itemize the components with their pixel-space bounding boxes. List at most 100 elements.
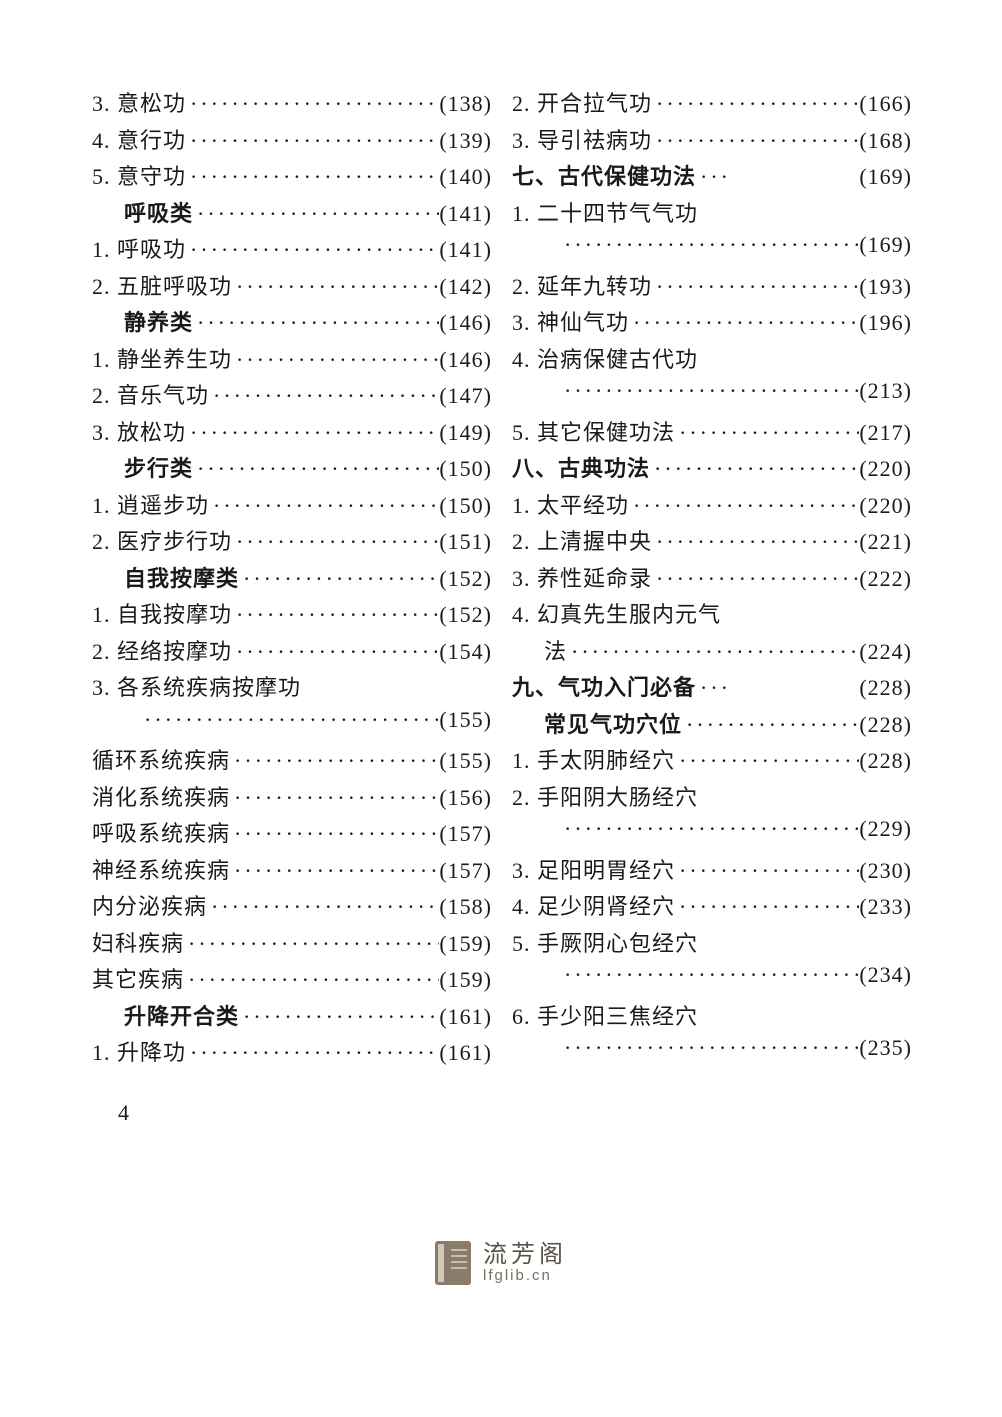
- toc-entry: 呼吸系统疾病··································…: [92, 816, 492, 853]
- toc-entry-label: 法: [512, 634, 567, 666]
- toc-dots: ···································: [239, 566, 439, 592]
- toc-dots: ···································: [186, 91, 439, 117]
- toc-entry-page: (228): [859, 675, 912, 701]
- toc-entry-page: (146): [439, 347, 492, 373]
- toc-entry-label: 1. 自我按摩功: [92, 597, 232, 629]
- toc-entry-label: 神经系统疾病: [92, 853, 230, 885]
- toc-dots: ···································: [652, 91, 859, 117]
- toc-entry-label: 自我按摩类: [92, 561, 239, 593]
- toc-dots: ···: [696, 164, 735, 190]
- toc-entry: 3. 导引祛病功································…: [512, 123, 912, 160]
- toc-dots: ···································: [209, 493, 439, 519]
- toc-column-left: 3. 意松功··································…: [92, 86, 492, 1096]
- toc-dots: ···································: [652, 274, 859, 300]
- footer-brand-cn: 流芳阁: [483, 1242, 567, 1268]
- toc-entry-label: 九、气功入门必备: [512, 670, 696, 702]
- footer-brand-en: lfglib.cn: [483, 1268, 567, 1285]
- toc-entry: 3. 意松功··································…: [92, 86, 492, 123]
- toc-entry: 1. 自我按摩功································…: [92, 597, 492, 634]
- toc-entry: 步行类···································(1…: [92, 451, 492, 488]
- toc-dots: ···································: [650, 456, 859, 482]
- toc-dots: ···································: [629, 493, 859, 519]
- toc-entry-page: (228): [859, 712, 912, 738]
- toc-dots: ···································: [230, 858, 439, 884]
- toc-entry-label: 2. 音乐气功: [92, 378, 209, 410]
- toc-entry-page: (146): [439, 310, 492, 336]
- toc-entry-page: (168): [859, 128, 912, 154]
- toc-entry-label: 3. 放松功: [92, 415, 186, 447]
- toc-entry-page: (138): [439, 91, 492, 117]
- toc-entry: 其它疾病···································(…: [92, 962, 492, 999]
- toc-entry: 八、古典功法··································…: [512, 451, 912, 488]
- toc-dots: ···································: [232, 602, 439, 628]
- toc-entry: ···································(235): [512, 1035, 912, 1072]
- toc-entry-page: (149): [439, 420, 492, 446]
- toc-entry-page: (147): [439, 383, 492, 409]
- toc-entry: ···································(155): [92, 707, 492, 744]
- toc-entry: 1. 静坐养生功································…: [92, 342, 492, 379]
- toc-entry-page: (217): [859, 420, 912, 446]
- toc-dots: ···································: [207, 894, 439, 920]
- footer: 流芳阁 lfglib.cn: [0, 1241, 1002, 1285]
- toc-entry-page: (155): [439, 707, 492, 733]
- toc-entry-label: 其它疾病: [92, 962, 184, 994]
- toc-dots: ···································: [560, 816, 859, 842]
- toc-entry-label: 3. 意松功: [92, 86, 186, 118]
- toc-entry-page: (220): [859, 493, 912, 519]
- toc-entry-page: (159): [439, 967, 492, 993]
- toc-entry-page: (141): [439, 201, 492, 227]
- toc-entry: 1. 太平经功·································…: [512, 488, 912, 525]
- toc-entry-label: 1. 升降功: [92, 1035, 186, 1067]
- toc-entry: 3. 神仙气功·································…: [512, 305, 912, 342]
- toc-entry: 2. 五脏呼吸功································…: [92, 269, 492, 306]
- toc-entry-page: (235): [859, 1035, 912, 1061]
- toc-dots: ···································: [560, 232, 859, 258]
- toc-entry: 2. 经络按摩功································…: [92, 634, 492, 671]
- toc-dots: ···································: [232, 529, 439, 555]
- toc-entry: 2. 医疗步行功································…: [92, 524, 492, 561]
- toc-entry-page: (169): [859, 232, 912, 258]
- toc-entry: 妇科疾病···································(…: [92, 926, 492, 963]
- toc-entry-page: (234): [859, 962, 912, 988]
- toc-entry-label: 1. 逍遥步功: [92, 488, 209, 520]
- toc-entry: 常见气功穴位··································…: [512, 707, 912, 744]
- toc-entry-page: (158): [439, 894, 492, 920]
- toc-entry-label: 4. 治病保健古代功: [512, 342, 698, 374]
- toc-entry: 3. 各系统疾病按摩功: [92, 670, 492, 707]
- toc-dots: ···································: [239, 1004, 439, 1030]
- toc-entry: 2. 音乐气功·································…: [92, 378, 492, 415]
- toc-entry-label: 5. 意守功: [92, 159, 186, 191]
- toc-entry: ···································(229): [512, 816, 912, 853]
- toc-dots: ···································: [232, 274, 439, 300]
- toc-entry-page: (152): [439, 602, 492, 628]
- toc-entry-label: 常见气功穴位: [512, 707, 682, 739]
- toc-entry-label: 5. 其它保健功法: [512, 415, 675, 447]
- toc-entry: 循环系统疾病··································…: [92, 743, 492, 780]
- toc-entry-page: (222): [859, 566, 912, 592]
- toc-entry: ···································(234): [512, 962, 912, 999]
- toc-entry: 3. 放松功··································…: [92, 415, 492, 452]
- toc-entry: 2. 延年九转功································…: [512, 269, 912, 306]
- toc-entry-page: (161): [439, 1040, 492, 1066]
- toc-entry-page: (230): [859, 858, 912, 884]
- toc-entry-label: 6. 手少阳三焦经穴: [512, 999, 698, 1031]
- toc-entry: 自我按摩类···································…: [92, 561, 492, 598]
- toc-entry: 内分泌疾病···································…: [92, 889, 492, 926]
- toc-dots: ···································: [652, 566, 859, 592]
- toc-entry-label: 呼吸类: [92, 196, 193, 228]
- toc-entry: 2. 上清握中央································…: [512, 524, 912, 561]
- toc-entry-label: 升降开合类: [92, 999, 239, 1031]
- toc-entry-label: 1. 手太阴肺经穴: [512, 743, 675, 775]
- toc-entry: 4. 治病保健古代功: [512, 342, 912, 379]
- toc-entry: 法···································(224…: [512, 634, 912, 671]
- toc-entry-label: 2. 五脏呼吸功: [92, 269, 232, 301]
- toc-dots: ···································: [209, 383, 439, 409]
- toc-entry: 2. 开合拉气功································…: [512, 86, 912, 123]
- toc-entry-label: 1. 静坐养生功: [92, 342, 232, 374]
- toc-entry-label: 八、古典功法: [512, 451, 650, 483]
- toc-entry-label: 2. 开合拉气功: [512, 86, 652, 118]
- toc-entry-page: (152): [439, 566, 492, 592]
- toc-entry-page: (220): [859, 456, 912, 482]
- toc-entry-page: (151): [439, 529, 492, 555]
- toc-dots: ···································: [560, 962, 859, 988]
